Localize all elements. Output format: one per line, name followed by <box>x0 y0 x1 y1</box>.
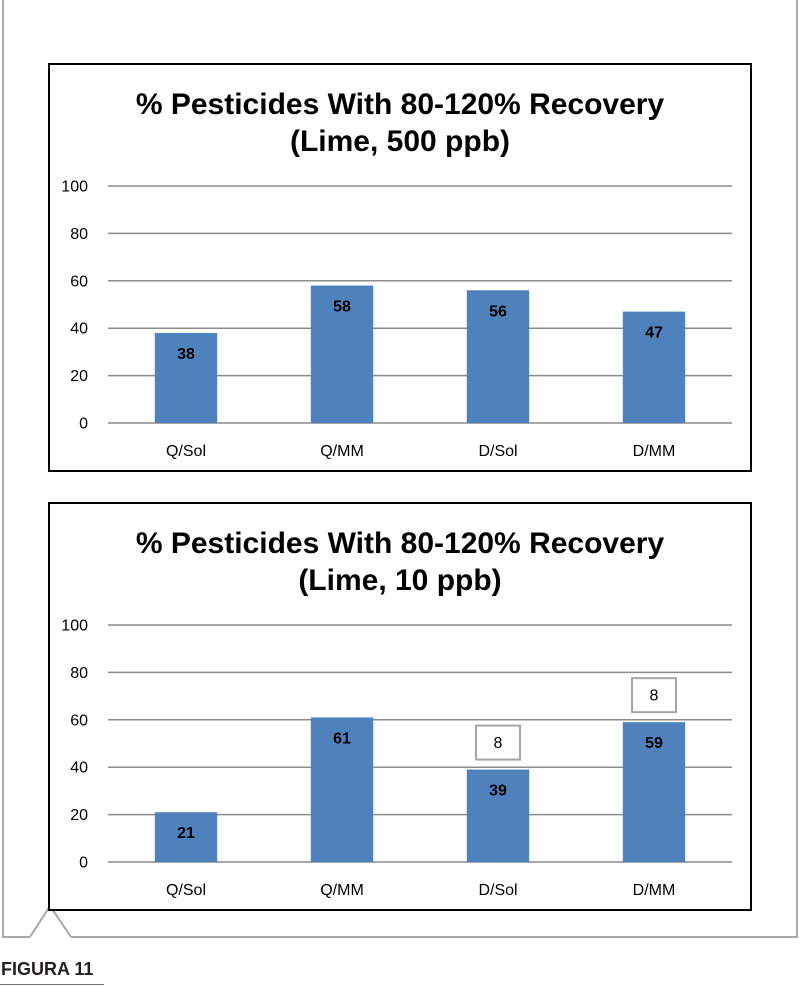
bar <box>466 769 530 862</box>
annotation-box <box>475 724 521 761</box>
x-tick-label: Q/Sol <box>166 882 206 899</box>
bar <box>622 311 686 423</box>
y-tick-label: 100 <box>61 618 88 635</box>
figure-caption: FIGURA 11 <box>1 959 94 979</box>
annotation-box <box>631 677 677 714</box>
y-tick-label: 100 <box>61 179 88 196</box>
y-tick-label: 60 <box>70 712 88 729</box>
chart-subtitle: (Lime, 500 ppb) <box>290 125 510 158</box>
data-label: 47 <box>645 325 663 342</box>
chart-title: % Pesticides With 80-120% Recovery <box>136 527 665 560</box>
data-label: 39 <box>489 783 507 800</box>
chart-subtitle: (Lime, 10 ppb) <box>298 564 501 597</box>
figure-frame <box>2 0 798 938</box>
y-tick-label: 80 <box>70 665 88 682</box>
y-tick-label: 60 <box>70 273 88 290</box>
data-label: 61 <box>333 730 351 747</box>
x-tick-label: D/Sol <box>478 882 517 899</box>
data-label: 58 <box>333 299 351 316</box>
x-tick-label: D/MM <box>633 443 676 460</box>
data-label: 56 <box>489 303 507 320</box>
bar-chart-lime-10-ppb: % Pesticides With 80-120% Recovery (Lime… <box>48 502 752 911</box>
x-tick-label: Q/Sol <box>166 443 206 460</box>
y-tick-label: 40 <box>70 321 88 338</box>
annotation-label: 8 <box>494 735 503 752</box>
plot-area: 0 20 40 60 80 100 38 Q/Sol 58 Q/MM 56 D/Sol 47 D/MM <box>61 179 732 460</box>
x-tick-label: D/Sol <box>478 443 517 460</box>
bar-chart-lime-500-ppb: % Pesticides With 80-120% Recovery (Lime… <box>48 63 752 472</box>
annotation-label: 8 <box>650 688 659 705</box>
y-tick-label: 40 <box>70 760 88 777</box>
chart-title: % Pesticides With 80-120% Recovery <box>136 88 665 121</box>
bar <box>310 717 374 862</box>
data-label: 21 <box>177 825 195 842</box>
data-label: 38 <box>177 346 195 363</box>
y-tick-label: 20 <box>70 368 88 385</box>
y-tick-label: 0 <box>79 855 88 872</box>
data-label: 59 <box>645 735 663 752</box>
y-tick-label: 80 <box>70 226 88 243</box>
x-tick-label: Q/MM <box>320 882 364 899</box>
y-tick-label: 0 <box>79 416 88 433</box>
bar <box>154 812 218 862</box>
x-tick-label: D/MM <box>633 882 676 899</box>
caption-underline <box>0 984 104 985</box>
y-tick-label: 20 <box>70 807 88 824</box>
bar <box>310 285 374 423</box>
plot-area: 0 20 40 60 80 100 21 Q/Sol 61 Q/MM 39 D/Sol 59 D/MM 8 8 <box>61 618 732 899</box>
bar <box>466 290 530 423</box>
bar <box>622 722 686 862</box>
bar <box>154 332 218 423</box>
x-tick-label: Q/MM <box>320 443 364 460</box>
